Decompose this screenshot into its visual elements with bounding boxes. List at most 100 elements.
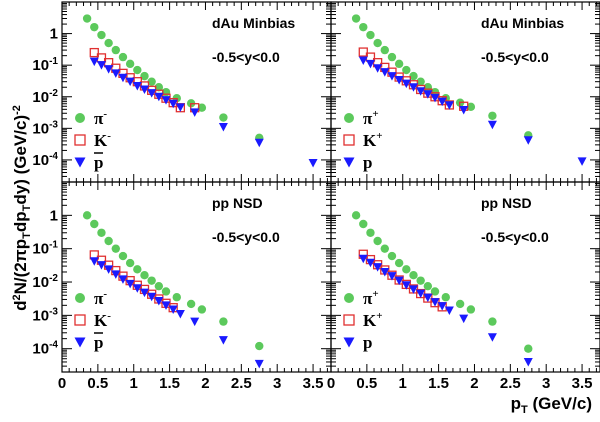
data-point-pion (97, 30, 106, 40)
data-point-proton (139, 288, 149, 298)
data-point-pion (416, 77, 425, 86)
data-point-pion (351, 14, 361, 23)
legend-marker-kaon (74, 314, 86, 326)
data-point-proton (444, 101, 454, 110)
panel-system-label: pp NSD (212, 195, 263, 211)
y-tick-label: 10-1 (32, 240, 58, 258)
data-point-pion (380, 45, 389, 55)
data-point-pion (402, 265, 411, 274)
data-point-pion (154, 83, 164, 92)
data-point-pion (90, 22, 99, 32)
data-point-proton (365, 59, 375, 69)
data-point-pion (409, 271, 418, 280)
x-tick-label: 2.5 (500, 375, 521, 392)
panel-system-label: dAu Minbias (212, 15, 295, 31)
data-point-pion (409, 71, 418, 81)
data-point-pion (118, 52, 128, 62)
y-tick-exponent: -4 (49, 151, 58, 162)
x-tick-label: 1 (130, 375, 138, 392)
legend-marker-proton (74, 337, 86, 348)
data-point-pion (161, 287, 171, 296)
legend-marker-proton (74, 157, 86, 168)
legend-label-proton: p (363, 153, 372, 172)
data-point-pion (133, 265, 142, 274)
panel-pp-pos: 0 0.5 1 1.5 2 2.5 3 3.5 pp NSD -0.5<y<0.0 π+K+ p (327, 181, 600, 392)
data-point-proton (89, 57, 99, 67)
data-point-pion (147, 276, 156, 285)
panel-dau-pos: dAu Minbias -0.5<y<0.0 π+K+ p (330, 1, 600, 183)
data-point-pion (111, 244, 121, 253)
x-tick-label: 0.5 (356, 375, 377, 392)
data-point-proton (408, 285, 418, 294)
data-point-pion (197, 103, 207, 112)
panel-rapidity-label: -0.5<y<0.0 (481, 49, 549, 65)
data-point-proton (175, 103, 185, 112)
data-point-proton (154, 92, 164, 102)
y-tick-exponent: -2 (49, 273, 58, 284)
panel-dau-neg: 1 10-1 10-2 10-3 10-4 dAu Minbias -0.5<y<0.0 π-… (32, 1, 332, 183)
data-point-pion (118, 251, 128, 261)
data-point-proton (459, 106, 469, 115)
data-point-pion (466, 102, 476, 112)
data-point-proton (408, 83, 418, 92)
legend-label-kaon: K- (94, 310, 111, 330)
data-point-proton (118, 73, 128, 83)
data-point-pion (394, 258, 404, 268)
data-point-proton (175, 309, 185, 319)
data-point-proton (125, 279, 135, 289)
data-point-pion (455, 299, 465, 309)
data-point-proton (416, 87, 426, 96)
data-point-pion (488, 317, 497, 326)
data-point-proton (139, 85, 149, 94)
data-point-pion (140, 71, 149, 81)
data-point-proton (358, 254, 368, 264)
data-point-pion (186, 299, 196, 309)
x-tick-label: 2 (201, 375, 209, 392)
y-tick-label: 10-2 (32, 88, 58, 106)
data-point-proton (358, 56, 368, 66)
data-point-proton (387, 272, 397, 281)
legend-label-kaon: K- (94, 130, 111, 150)
data-point-proton (154, 296, 164, 306)
data-point-proton (430, 93, 440, 103)
data-point-proton (161, 301, 171, 310)
data-point-proton (487, 120, 497, 130)
x-tick-label: 0.5 (87, 375, 108, 392)
legend-marker-kaon (74, 134, 86, 146)
legend-marker-kaon (343, 314, 355, 326)
legend-marker-proton (343, 337, 355, 348)
data-point-pion (394, 59, 404, 69)
y-tick-exponent: -3 (49, 306, 58, 317)
data-point-pion (97, 228, 106, 237)
data-point-pion (111, 45, 121, 55)
data-point-proton (416, 289, 426, 299)
data-point-pion (255, 341, 264, 351)
legend-marker-proton (343, 157, 355, 168)
data-point-proton (96, 61, 106, 70)
data-point-pion (140, 271, 149, 280)
data-point-pion (219, 113, 228, 122)
x-axis-title: pT (GeV/c) (511, 394, 592, 416)
data-point-proton (111, 69, 121, 78)
data-point-pion (82, 211, 92, 220)
x-tick-label: 1 (399, 375, 407, 392)
data-point-proton (380, 267, 390, 277)
y-tick-label: 10-4 (32, 151, 58, 169)
data-point-proton (394, 75, 404, 85)
x-axis-title-main: p (511, 394, 521, 413)
legend-label-charge: + (372, 108, 378, 120)
data-point-pion (82, 14, 92, 23)
data-point-proton (218, 123, 228, 132)
data-point-pion (90, 219, 99, 229)
data-point-pion (104, 38, 113, 48)
data-point-proton (387, 72, 397, 81)
data-point-pion (402, 65, 411, 75)
data-point-proton (459, 314, 469, 324)
legend-marker-pion (75, 293, 85, 303)
y-tick-label: 10-3 (32, 119, 58, 137)
x-tick-label: 3.5 (303, 375, 324, 392)
data-point-proton (401, 281, 411, 290)
panel-pp-neg: 110-110-210-310-40 0.5 1 1.5 2 2.5 3 3.5pp NSD-… (32, 181, 332, 392)
